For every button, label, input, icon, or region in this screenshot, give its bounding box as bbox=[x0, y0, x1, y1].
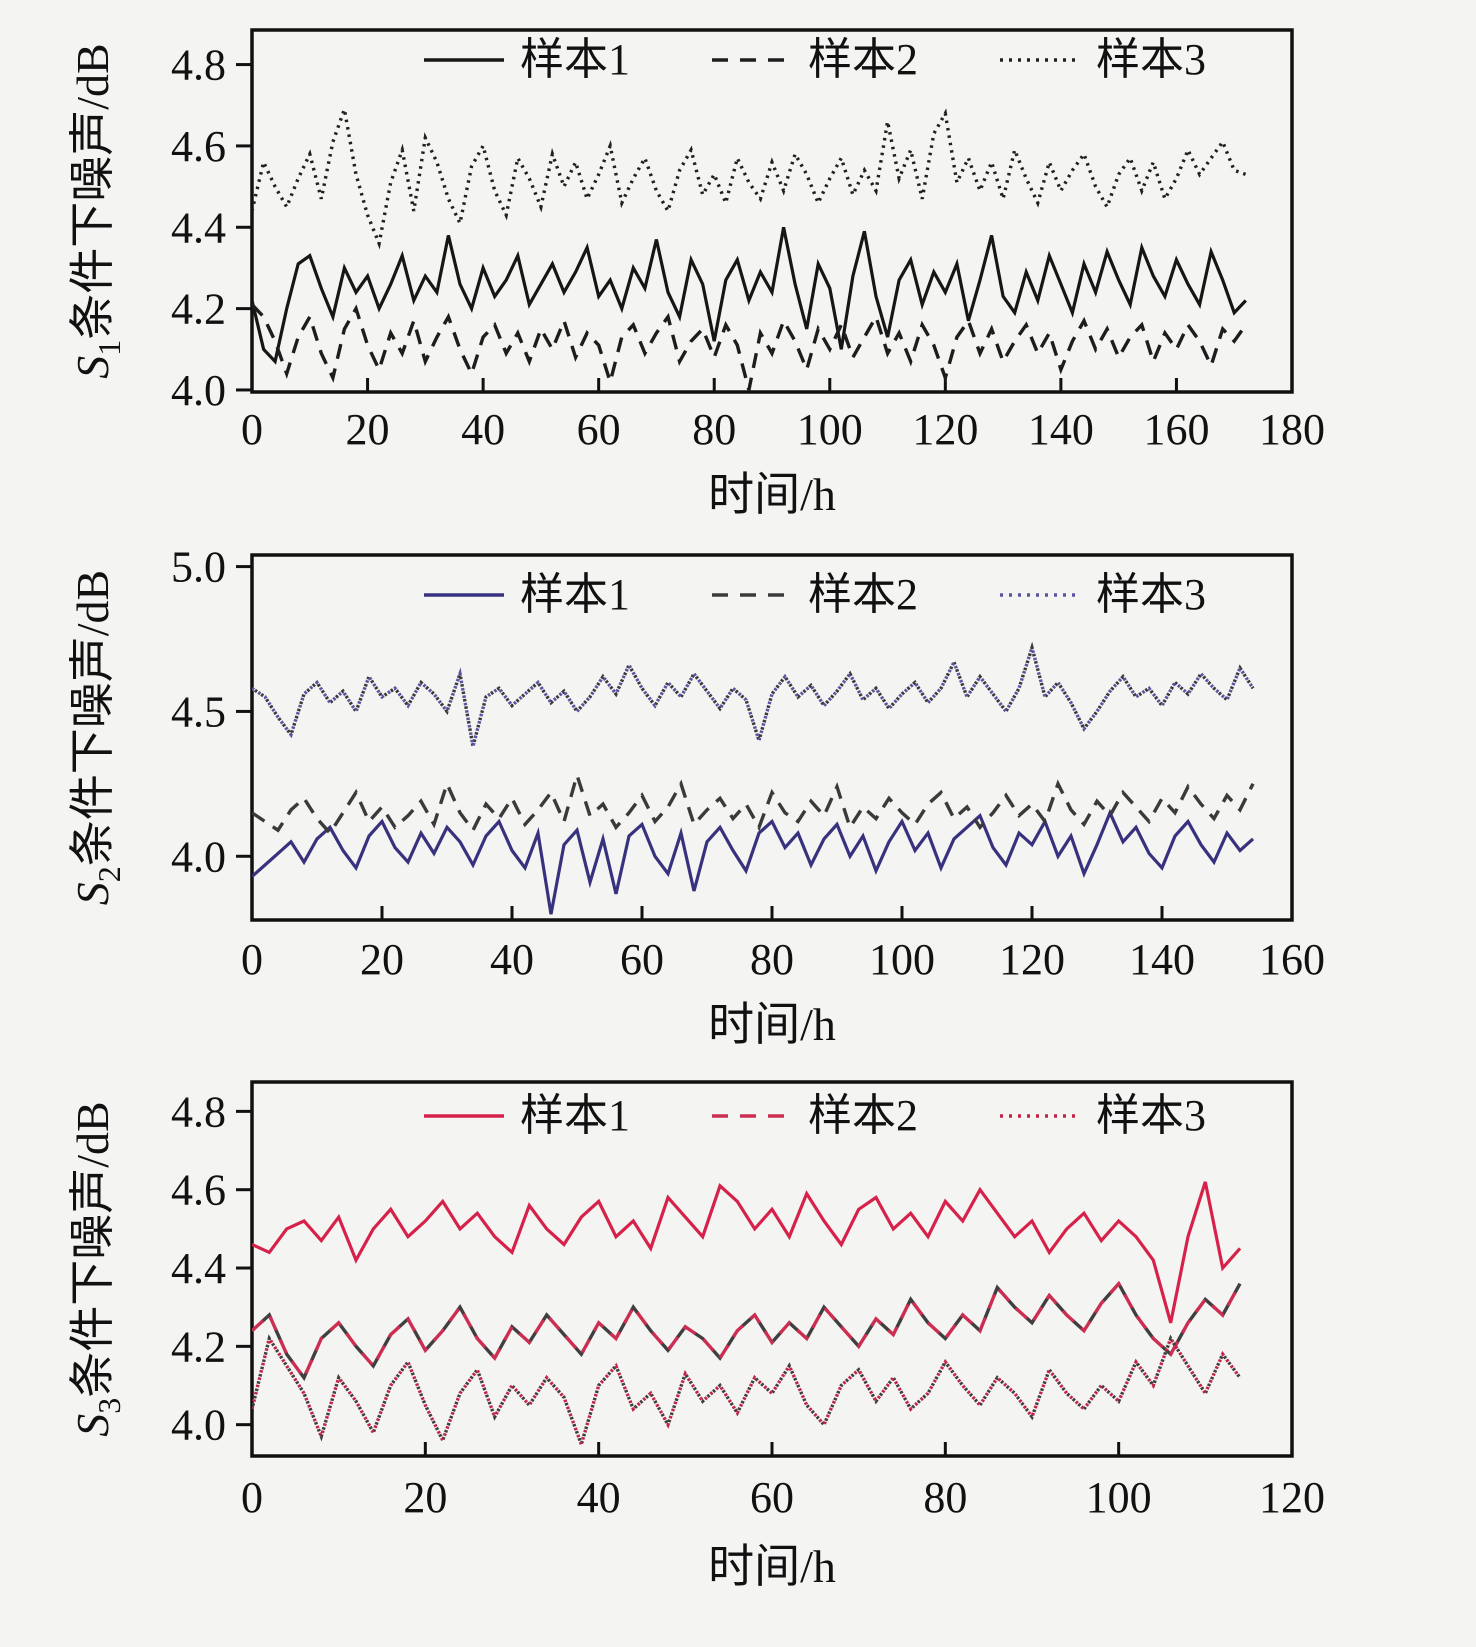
series-line-dotted bbox=[252, 102, 1247, 250]
y-tick-label: 4.0 bbox=[171, 366, 226, 415]
chart-s3-section: 0 20 40 60 80 100 120 4.8 4.6 4.4 4.2 4.0 时间/h S3条件下噪… bbox=[0, 1048, 1476, 1647]
x-tick-label: 0 bbox=[241, 405, 263, 454]
legend-label: 样本1 bbox=[520, 570, 630, 619]
x-tick-label: 60 bbox=[750, 1473, 794, 1522]
y-tick-label: 4.6 bbox=[171, 122, 226, 171]
x-axis-label: 时间/h bbox=[708, 1541, 836, 1592]
x-tick-label: 40 bbox=[577, 1473, 621, 1522]
chart-s3-canvas: 0 20 40 60 80 100 120 4.8 4.6 4.4 4.2 4.0 时间/h S3条件下噪… bbox=[67, 1080, 1325, 1592]
y-tick-label: 5.0 bbox=[171, 543, 226, 592]
x-tick-label: 180 bbox=[1259, 405, 1325, 454]
x-tick-label: 80 bbox=[750, 935, 794, 984]
legend-label: 样本2 bbox=[808, 35, 918, 84]
legend-label: 样本2 bbox=[808, 1091, 918, 1140]
x-tick-label: 120 bbox=[999, 935, 1065, 984]
x-tick-label: 140 bbox=[1028, 405, 1094, 454]
x-tick-label: 20 bbox=[360, 935, 404, 984]
x-tick-label: 40 bbox=[490, 935, 534, 984]
series-line-shadow bbox=[252, 1280, 1242, 1382]
y-tick-label: 4.2 bbox=[171, 1322, 226, 1371]
series-line-solid bbox=[252, 226, 1247, 365]
x-tick-label: 40 bbox=[461, 405, 505, 454]
legend-label: 样本1 bbox=[520, 1091, 630, 1140]
chart-s1-section: 0 20 40 60 80 100 120 140 160 180 4.8 4.6 4.4 4.2 4.0 时… bbox=[0, 0, 1476, 525]
x-tick-label: 100 bbox=[797, 405, 863, 454]
x-tick-label: 100 bbox=[869, 935, 935, 984]
x-tick-label: 160 bbox=[1259, 935, 1325, 984]
x-tick-label: 160 bbox=[1143, 405, 1209, 454]
y-tick-label: 4.4 bbox=[171, 1244, 226, 1293]
legend-label: 样本1 bbox=[520, 35, 630, 84]
series-line-dashed bbox=[252, 1280, 1242, 1382]
y-tick-label: 4.2 bbox=[171, 285, 226, 334]
series-line-solid bbox=[252, 1181, 1242, 1324]
x-tick-label: 60 bbox=[620, 935, 664, 984]
y-tick-label: 4.0 bbox=[171, 1401, 226, 1450]
chart-s1-canvas: 0 20 40 60 80 100 120 140 160 180 4.8 4.6 4.4 4.2 4.0 时… bbox=[67, 28, 1325, 520]
y-tick-label: 4.4 bbox=[171, 203, 226, 252]
y-axis-label: S2条件下噪声/dB bbox=[67, 570, 127, 905]
x-tick-label: 60 bbox=[577, 405, 621, 454]
series-line-dashed bbox=[252, 769, 1255, 836]
series-line-solid bbox=[252, 808, 1255, 915]
x-tick-label: 80 bbox=[692, 405, 736, 454]
y-tick-label: 4.5 bbox=[171, 687, 226, 736]
chart-s2-canvas: 0 20 40 60 80 100 120 140 160 5.0 4.5 4.0 时间/h S2条件下噪… bbox=[67, 543, 1325, 1048]
legend-label: 样本2 bbox=[808, 570, 918, 619]
y-tick-label: 4.8 bbox=[171, 1087, 226, 1136]
y-axis-label: S3条件下噪声/dB bbox=[67, 1101, 127, 1436]
x-tick-label: 80 bbox=[923, 1473, 967, 1522]
x-tick-label: 0 bbox=[241, 935, 263, 984]
series-line-shadow bbox=[252, 641, 1255, 747]
x-axis-label: 时间/h bbox=[708, 999, 836, 1048]
series-line-dotted bbox=[252, 641, 1255, 747]
y-tick-label: 4.8 bbox=[171, 41, 226, 90]
legend-label: 样本3 bbox=[1096, 570, 1206, 619]
y-tick-label: 4.6 bbox=[171, 1166, 226, 1215]
plot-frame bbox=[250, 28, 1294, 394]
x-axis-label: 时间/h bbox=[708, 469, 836, 520]
x-tick-label: 20 bbox=[403, 1473, 447, 1522]
chart-s2-section: 0 20 40 60 80 100 120 140 160 5.0 4.5 4.0 时间/h S2条件下噪… bbox=[0, 525, 1476, 1048]
series-line-dotted bbox=[252, 1334, 1242, 1450]
y-axis-label: S1条件下噪声/dB bbox=[67, 43, 127, 378]
x-tick-label: 100 bbox=[1086, 1473, 1152, 1522]
x-tick-label: 0 bbox=[241, 1473, 263, 1522]
x-tick-label: 20 bbox=[346, 405, 390, 454]
y-tick-label: 4.0 bbox=[171, 832, 226, 881]
x-tick-label: 120 bbox=[912, 405, 978, 454]
x-tick-label: 140 bbox=[1129, 935, 1195, 984]
series-line-dashed bbox=[252, 303, 1248, 391]
x-tick-label: 120 bbox=[1259, 1473, 1325, 1522]
legend-label: 样本3 bbox=[1096, 35, 1206, 84]
series-line-shadow bbox=[252, 1334, 1242, 1450]
legend-label: 样本3 bbox=[1096, 1091, 1206, 1140]
